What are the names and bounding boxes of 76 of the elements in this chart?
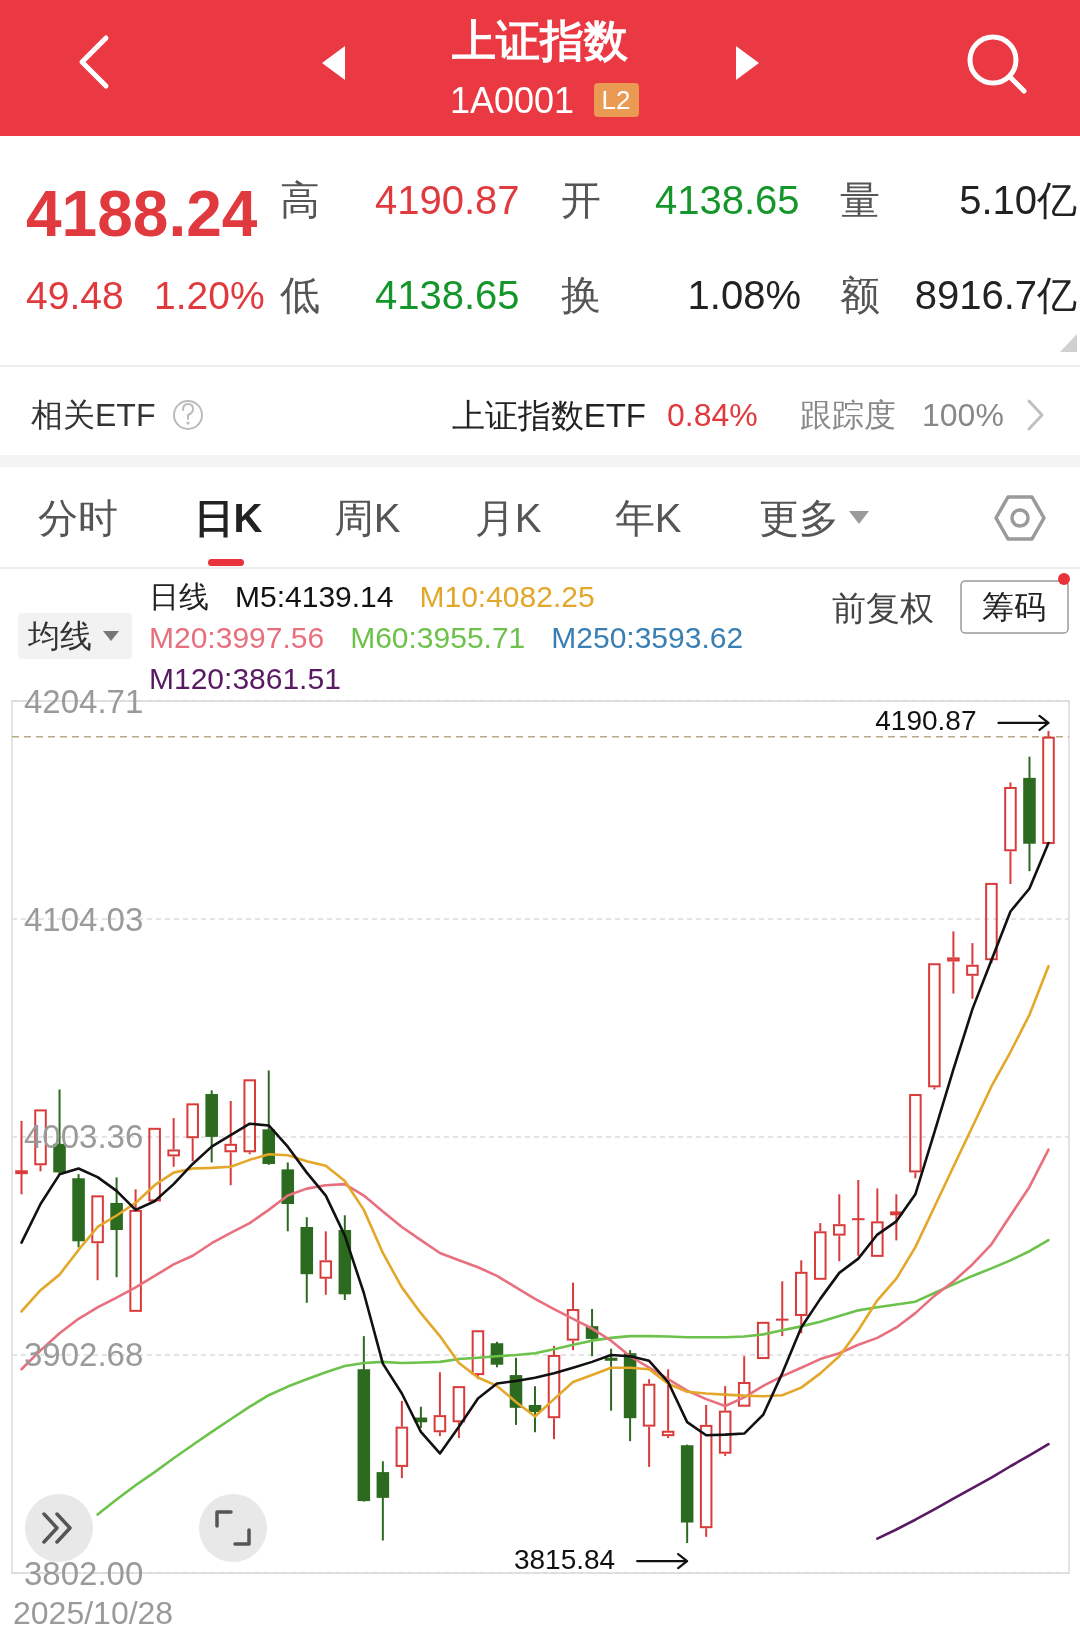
text: L2 [601,85,631,115]
text: 分时 [38,496,118,540]
annotation: 4190.87 [875,705,977,737]
text: 1.08% [687,273,801,317]
candlestick [224,1099,237,1187]
text: 49.48 [26,273,124,317]
text: 额 [840,273,880,317]
legend-label: M250:3593.62 [551,620,744,654]
candlestick [186,1103,199,1163]
text: 日K [193,496,263,540]
annotation: 3815.84 [513,1543,616,1575]
candlestick [433,1371,447,1438]
text: 月K [474,496,542,540]
candlestick [395,1399,409,1480]
text: M10:4082.25 [419,579,595,613]
text: 周K [333,496,401,540]
text: 量 [840,178,880,222]
candlestick [814,1222,827,1280]
text: 前复权 [832,589,934,627]
text: 4138.65 [655,178,800,222]
candlestick [909,1094,922,1180]
text: 相关ETF [31,397,156,433]
candlestick [1004,781,1017,885]
text: 筹码 [982,589,1046,625]
candlestick [243,1079,256,1156]
text: 年K [614,496,682,540]
candlestick [947,930,960,995]
candlestick [642,1378,656,1468]
text: 换 [561,273,601,317]
candlestick [1042,729,1055,845]
candlestick [966,942,979,1000]
text: M60:3955.71 [350,620,526,654]
candlestick [604,1347,618,1412]
text: 100% [922,397,1004,433]
line-series [876,1442,1050,1540]
text: 高 [280,178,320,222]
chart-title: 上证指数 [452,15,629,65]
text: 上证指数ETF [451,396,646,434]
line-series [20,841,1050,1455]
text: 4190.87 [375,178,520,222]
chart-subtitle: 1A0001 [449,79,575,121]
candlestick [871,1187,884,1257]
candlestick [833,1193,846,1263]
y-tick-label: 4204.71 [24,682,144,720]
line-series [20,1148,1050,1408]
y-tick-label: 3802.00 [24,1554,144,1592]
candlestick [129,1188,142,1312]
candlestick [148,1127,161,1202]
text: 5.10亿 [959,178,1077,222]
text: 均线 [27,618,92,654]
text: 2025/10/28 [13,1595,174,1631]
candlestick [699,1403,713,1538]
y-tick-label: 4104.03 [24,900,144,938]
text: 更多 [759,496,839,540]
text: 8916.7亿 [914,273,1077,317]
text: 低 [280,273,320,317]
candlestick [319,1230,333,1296]
legend-title: 日线 [149,579,209,613]
candlestick [775,1280,789,1338]
candlestick [91,1195,104,1282]
candlestick [928,963,941,1091]
text: 开 [561,178,601,222]
text: 跟踪度 [800,397,896,433]
candlestick [661,1368,675,1440]
text: 1.20% [154,273,265,317]
text: M20:3997.56 [149,620,325,654]
text: M120:3861.51 [149,661,341,695]
candlestick [737,1355,751,1407]
candlestick [852,1178,865,1257]
text: 4138.65 [375,273,520,317]
candlestick [756,1321,770,1360]
text: 0.84% [667,397,758,433]
line-series [20,964,1050,1418]
text: 4188.24 [26,178,258,250]
candlestick [167,1117,180,1168]
text: M5:4139.14 [235,579,394,613]
